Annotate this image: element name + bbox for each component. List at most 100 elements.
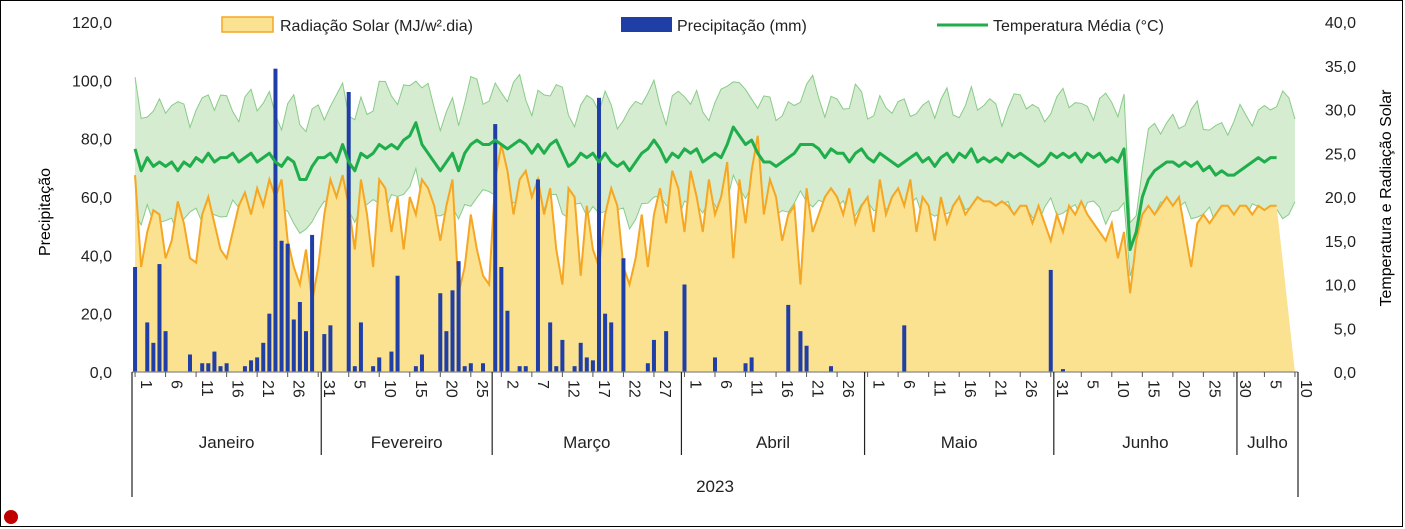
legend-temp-label: Temperatura Média (°C) bbox=[993, 18, 1164, 35]
precip-bar bbox=[517, 366, 522, 372]
right-axis-ticks: 0,0 5,0 10,0 15,0 20,0 25,0 30,0 35,0 40,0 bbox=[1325, 15, 1356, 382]
legend-precip-swatch bbox=[621, 17, 672, 32]
precip-bar bbox=[285, 243, 290, 372]
precip-bar bbox=[554, 366, 559, 372]
left-axis-title: Precipitação bbox=[37, 168, 54, 256]
precip-bar bbox=[902, 325, 907, 372]
precip-bar bbox=[462, 366, 467, 372]
day-tick-label: 10 bbox=[381, 380, 398, 398]
day-tick-label: 16 bbox=[778, 380, 795, 398]
temperature-max-line bbox=[134, 73, 1296, 224]
legend-radiation-label: Radiação Solar (MJ/w².dia) bbox=[280, 18, 473, 35]
precip-bar bbox=[267, 313, 272, 372]
legend: Radiação Solar (MJ/w².dia) Precipitação … bbox=[221, 16, 1164, 35]
day-tick-labels: 1 6 11 16 21 26 31 5 10 15 20 25 2 7 12 17 22 27 1 6 11 16 21 2… bbox=[134, 372, 1314, 398]
precip-bar bbox=[645, 363, 650, 372]
day-tick-label: 25 bbox=[473, 380, 490, 398]
precip-bar bbox=[456, 261, 461, 372]
day-tick-label: 22 bbox=[625, 380, 642, 398]
precip-bar bbox=[572, 366, 577, 372]
precip-bar bbox=[682, 284, 687, 372]
day-tick-label: 26 bbox=[1022, 380, 1039, 398]
day-tick-label: 15 bbox=[412, 380, 429, 398]
precip-bar bbox=[828, 366, 833, 372]
day-tick-label: 21 bbox=[259, 380, 276, 398]
day-tick-label: 5 bbox=[351, 380, 368, 389]
precip-bar bbox=[804, 345, 809, 372]
day-tick-label: 10 bbox=[1297, 380, 1314, 398]
month-label: Julho bbox=[1247, 433, 1288, 452]
precip-bar bbox=[261, 342, 266, 372]
precip-bar bbox=[560, 339, 565, 372]
precip-bar bbox=[1048, 269, 1053, 372]
precip-bar bbox=[200, 363, 205, 372]
radiation-area bbox=[135, 135, 1295, 372]
precip-bar bbox=[621, 258, 626, 372]
legend-precip-label: Precipitação (mm) bbox=[677, 18, 807, 35]
precip-bar bbox=[395, 275, 400, 372]
right-tick-label: 20,0 bbox=[1325, 190, 1356, 207]
precip-bar bbox=[291, 319, 296, 372]
precip-bar bbox=[584, 357, 589, 372]
precip-bar bbox=[535, 179, 540, 372]
day-tick-label: 16 bbox=[229, 380, 246, 398]
day-tick-label: 31 bbox=[1053, 380, 1070, 398]
left-tick-label: 40,0 bbox=[81, 248, 112, 265]
precip-bar bbox=[303, 331, 308, 372]
day-tick-label: 6 bbox=[168, 380, 185, 389]
precip-bar bbox=[224, 363, 229, 372]
precip-bar bbox=[279, 240, 284, 372]
day-tick-label: 11 bbox=[931, 380, 948, 397]
day-tick-label: 7 bbox=[534, 380, 551, 389]
precip-bar bbox=[713, 357, 717, 372]
precip-bar bbox=[206, 363, 211, 372]
right-tick-label: 15,0 bbox=[1325, 234, 1356, 251]
day-tick-label: 31 bbox=[320, 380, 337, 398]
day-tick-label: 15 bbox=[1144, 380, 1161, 398]
day-tick-label: 1 bbox=[137, 380, 154, 389]
precip-bar bbox=[151, 342, 156, 372]
precip-bar bbox=[798, 331, 803, 372]
day-tick-label: 20 bbox=[1175, 380, 1192, 398]
month-label: Junho bbox=[1122, 433, 1168, 452]
precip-bar bbox=[273, 68, 278, 373]
day-tick-label: 2 bbox=[503, 380, 520, 389]
day-tick-label: 12 bbox=[564, 380, 581, 398]
left-tick-label: 0,0 bbox=[90, 365, 112, 382]
precip-bar bbox=[218, 366, 223, 372]
legend-radiation-swatch bbox=[221, 16, 274, 33]
month-labels: Janeiro Fevereiro Março Abril Maio Junho Julho bbox=[199, 372, 1288, 455]
day-tick-label: 11 bbox=[748, 380, 765, 397]
precip-bar bbox=[352, 366, 357, 372]
day-tick-label: 1 bbox=[870, 380, 887, 389]
precip-bar bbox=[664, 331, 669, 372]
right-tick-label: 25,0 bbox=[1325, 146, 1356, 163]
left-tick-label: 60,0 bbox=[81, 190, 112, 207]
precip-bar bbox=[346, 92, 351, 372]
month-label: Janeiro bbox=[199, 433, 255, 452]
precip-bar bbox=[389, 351, 394, 372]
temperature-range-band bbox=[135, 74, 1295, 277]
right-axis-title: Temperatura e Radiação Solar bbox=[1378, 89, 1395, 307]
precip-bar bbox=[499, 267, 504, 372]
precip-bar bbox=[597, 97, 602, 372]
right-tick-label: 5,0 bbox=[1334, 321, 1356, 338]
precip-bar bbox=[377, 357, 382, 372]
precip-bar bbox=[297, 302, 302, 372]
precip-bar bbox=[157, 264, 162, 372]
day-tick-label: 26 bbox=[839, 380, 856, 398]
left-axis-ticks: 0,0 20,0 40,0 60,0 80,0 100,0 120,0 bbox=[72, 15, 112, 382]
precip-bar bbox=[609, 322, 614, 372]
right-tick-label: 35,0 bbox=[1325, 59, 1356, 76]
day-tick-label: 10 bbox=[1114, 380, 1131, 398]
day-tick-label: 5 bbox=[1083, 380, 1100, 389]
right-tick-label: 30,0 bbox=[1325, 103, 1356, 120]
precip-bar bbox=[578, 342, 583, 372]
day-tick-label: 20 bbox=[442, 380, 459, 398]
day-tick-label: 17 bbox=[595, 380, 612, 398]
precip-bar bbox=[145, 322, 150, 372]
month-label: Março bbox=[563, 433, 610, 452]
precip-bar bbox=[187, 354, 192, 372]
year-label: 2023 bbox=[696, 477, 734, 496]
